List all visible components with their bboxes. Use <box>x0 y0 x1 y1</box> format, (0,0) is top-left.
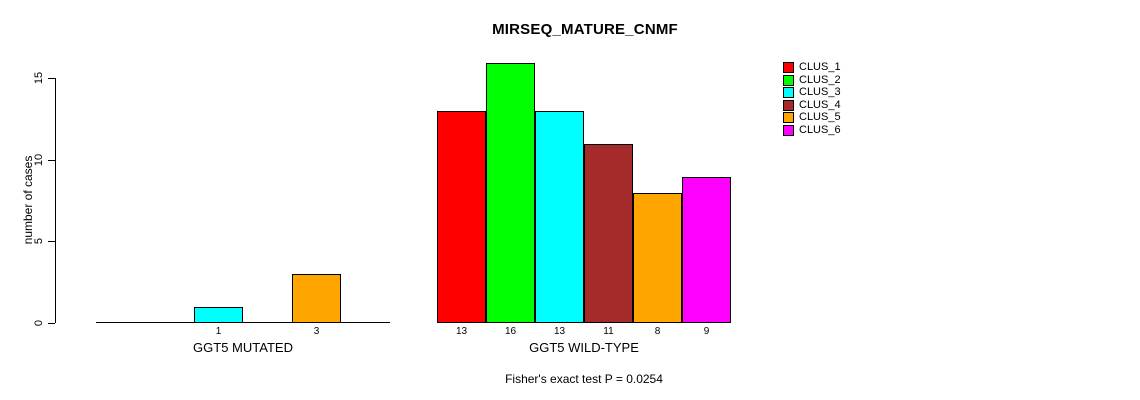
bar-count-label: 13 <box>455 326 468 337</box>
legend-item-clus_4: CLUS_4 <box>783 98 841 111</box>
legend-item-clus_6: CLUS_6 <box>783 123 841 136</box>
y-tick-label: 10 <box>33 153 45 167</box>
legend-item-clus_2: CLUS_2 <box>783 73 841 86</box>
bar-count-label: 9 <box>703 326 710 337</box>
legend-item-clus_5: CLUS_5 <box>783 112 841 123</box>
legend-label: CLUS_3 <box>799 86 841 98</box>
legend-swatch-icon <box>783 87 794 98</box>
bar-count-label: 11 <box>603 326 614 337</box>
y-tick-label: 5 <box>33 237 45 245</box>
bar-clus_6 <box>682 177 731 323</box>
legend-swatch-icon <box>783 112 794 123</box>
bar-clus_3 <box>535 111 584 323</box>
group-label: GGT5 MUTATED <box>193 340 293 355</box>
fisher-test-annotation: Fisher's exact test P = 0.0254 <box>505 372 663 386</box>
legend-item-clus_1: CLUS_1 <box>783 62 841 73</box>
bar-clus_5 <box>633 193 682 323</box>
group-label: GGT5 WILD-TYPE <box>529 340 639 355</box>
legend-swatch-icon <box>783 124 794 136</box>
chart-title: MIRSEQ_MATURE_CNMF <box>492 21 678 38</box>
legend-label: CLUS_4 <box>799 98 841 111</box>
y-tick-label: 0 <box>33 319 45 327</box>
legend-swatch-icon <box>783 62 794 73</box>
y-tick-label: 15 <box>33 71 45 85</box>
legend-swatch-icon <box>783 99 794 111</box>
y-axis-line <box>55 78 56 323</box>
y-tick-mark <box>48 241 55 242</box>
bar-count-label: 8 <box>654 326 661 337</box>
zero-bar-clus_2 <box>145 322 194 323</box>
bar-clus_4 <box>584 144 633 323</box>
legend-item-clus_3: CLUS_3 <box>783 87 841 98</box>
legend-swatch-icon <box>783 74 794 86</box>
legend-label: CLUS_1 <box>799 61 841 73</box>
bar-count-label: 3 <box>313 326 320 337</box>
y-tick-mark <box>48 323 55 324</box>
legend-label: CLUS_5 <box>799 111 841 123</box>
zero-bar-clus_4 <box>243 322 292 323</box>
legend-label: CLUS_6 <box>799 123 841 136</box>
bar-count-label: 1 <box>215 326 222 337</box>
legend: CLUS_1 CLUS_2 CLUS_3 CLUS_4 CLUS_5 CLUS_6 <box>783 62 841 137</box>
bar-count-label: 16 <box>504 326 517 337</box>
bar-count-label: 13 <box>553 326 566 337</box>
bar-clus_5 <box>292 274 341 323</box>
bar-clus_1 <box>437 111 486 323</box>
legend-label: CLUS_2 <box>799 73 841 86</box>
y-tick-mark <box>48 160 55 161</box>
bar-clus_2 <box>486 63 535 323</box>
zero-bar-clus_1 <box>96 322 145 323</box>
zero-bar-clus_6 <box>341 322 390 323</box>
y-tick-mark <box>48 78 55 79</box>
bar-clus_3 <box>194 307 243 323</box>
